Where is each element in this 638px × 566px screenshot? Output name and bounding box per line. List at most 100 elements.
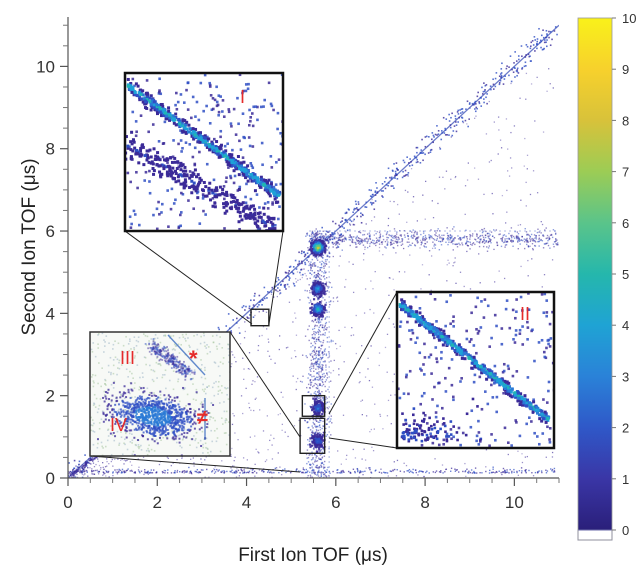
background-point	[464, 462, 466, 465]
bottom-band-point	[492, 468, 494, 470]
vertical-band-point	[322, 341, 324, 344]
diagonal-point	[261, 299, 264, 301]
background-point	[270, 358, 272, 361]
vertical-band-point	[326, 423, 328, 425]
vertical-band-point	[314, 256, 316, 258]
bottom-band-point	[392, 470, 394, 472]
diagonal-point	[252, 304, 255, 306]
bottom-band-point	[525, 472, 527, 474]
horizontal-band-point	[433, 245, 435, 247]
background-point	[297, 279, 299, 281]
vertical-band-point	[312, 421, 314, 424]
background-point	[519, 224, 522, 226]
bottom-band-point	[118, 471, 120, 473]
diagonal-point	[405, 174, 407, 176]
vertical-band-point	[319, 361, 321, 363]
horizontal-band-point	[527, 233, 529, 236]
background-point	[237, 439, 239, 441]
background-point	[97, 458, 99, 460]
bottom-band-point	[551, 470, 553, 472]
background-point	[167, 457, 169, 460]
bottom-band-point	[313, 469, 315, 471]
bottom-band-point	[148, 472, 151, 474]
diagonal-point	[454, 117, 457, 120]
horizontal-band-point	[469, 241, 471, 243]
background-point	[459, 271, 462, 273]
background-point	[262, 325, 265, 328]
inset-I-scatter	[179, 93, 183, 96]
bottom-band-point	[435, 470, 438, 472]
vertical-band-point	[323, 329, 325, 331]
island-point	[310, 245, 313, 248]
diagonal-point	[345, 218, 347, 221]
vertical-band-point	[317, 358, 319, 360]
vertical-band-point	[309, 291, 311, 294]
diagonal-point	[483, 90, 486, 93]
horizontal-band-point	[355, 237, 357, 240]
vertical-band-point	[310, 367, 313, 370]
diagonal-point	[389, 176, 391, 179]
vertical-band-point	[320, 302, 323, 304]
inset-I-scatter	[217, 110, 221, 114]
horizontal-band-point	[474, 243, 476, 246]
horizontal-band-point	[424, 236, 427, 239]
horizontal-band-point	[406, 241, 409, 243]
background-point	[488, 161, 491, 163]
inset-I-scatter	[161, 142, 165, 145]
vertical-band-point	[321, 462, 324, 465]
diagonal-point	[242, 305, 245, 307]
diagonal-point	[530, 60, 532, 62]
background-point	[327, 357, 329, 359]
vertical-band-point	[311, 258, 314, 261]
inset-I-scatter	[272, 108, 275, 112]
horizontal-band-point	[481, 231, 484, 234]
bottom-band-point	[454, 470, 457, 472]
background-point	[387, 224, 389, 227]
diagonal-point	[516, 74, 518, 77]
vertical-band-point	[326, 258, 328, 261]
horizontal-band-point	[362, 244, 365, 246]
origin-point	[95, 457, 98, 459]
diagonal-point	[560, 35, 562, 37]
diagonal-point	[300, 268, 303, 271]
background-point	[98, 464, 101, 467]
horizontal-band-point	[483, 227, 486, 230]
bottom-band-point	[243, 469, 245, 471]
island-point	[316, 308, 319, 311]
island-point	[316, 242, 319, 245]
horizontal-band-point	[366, 246, 369, 249]
horizontal-band-point	[515, 235, 518, 238]
vertical-band-point	[330, 403, 332, 405]
diagonal-point	[279, 284, 282, 286]
diagonal-point	[387, 167, 390, 170]
inset-I-scatter	[274, 183, 278, 186]
background-point	[99, 468, 102, 471]
vertical-band-point	[317, 299, 319, 301]
horizontal-band-point	[533, 234, 536, 236]
horizontal-band-point	[485, 240, 488, 242]
horizontal-band-point	[369, 238, 372, 240]
diagonal-point	[504, 75, 506, 77]
vertical-band-point	[311, 265, 314, 267]
bottom-band-point	[247, 471, 249, 474]
background-point	[267, 350, 269, 352]
horizontal-band-point	[349, 234, 351, 236]
bottom-band-point	[253, 470, 256, 473]
vertical-band-point	[317, 385, 319, 387]
horizontal-band-point	[433, 239, 436, 241]
horizontal-band-point	[451, 241, 453, 243]
horizontal-band-point	[537, 240, 539, 243]
background-point	[231, 351, 233, 353]
vertical-band-point	[316, 279, 318, 282]
island-point	[317, 313, 320, 316]
inset-I-scatter	[204, 213, 207, 216]
diagonal-point	[287, 272, 289, 274]
horizontal-band-point	[469, 234, 472, 237]
background-point	[474, 117, 476, 119]
vertical-band-point	[320, 367, 322, 369]
vertical-band-point	[310, 393, 312, 395]
diagonal-point	[381, 183, 384, 185]
bottom-band-point	[362, 470, 364, 473]
vertical-band-point	[325, 475, 328, 477]
bottom-band-point	[121, 468, 124, 471]
